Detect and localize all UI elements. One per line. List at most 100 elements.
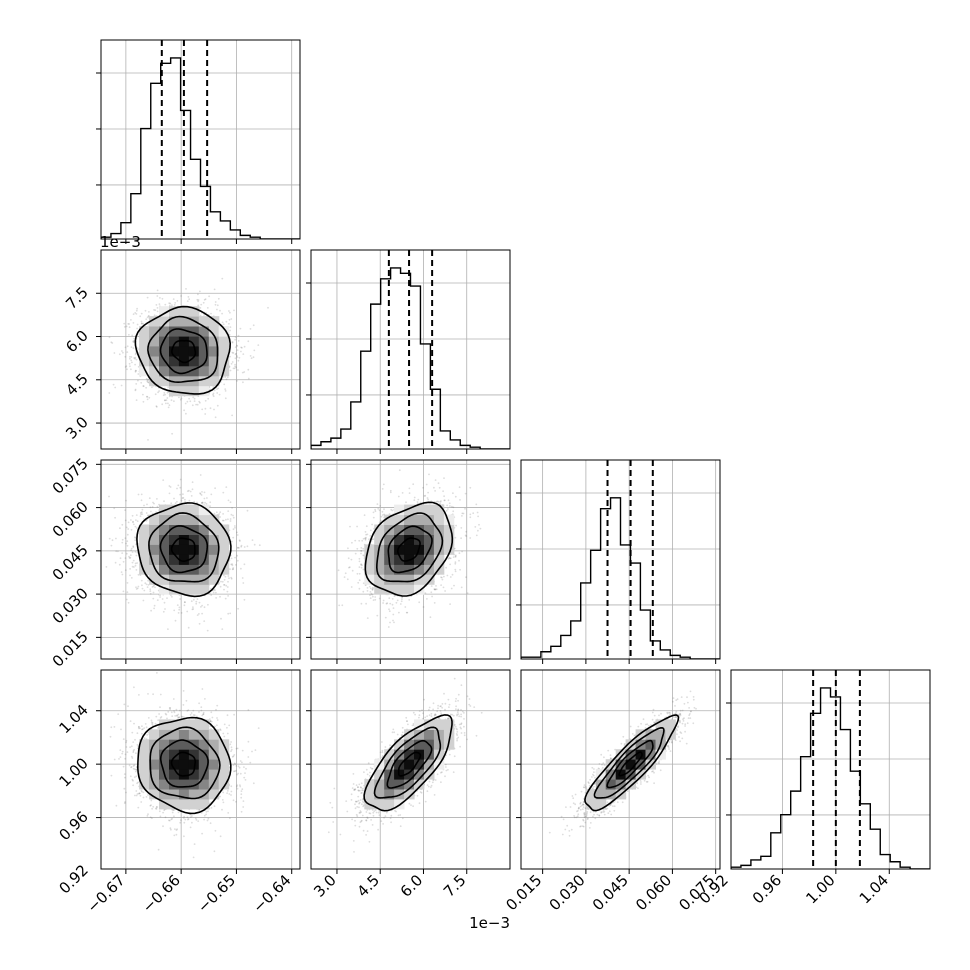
density-cell bbox=[188, 779, 200, 790]
density-cell bbox=[178, 729, 190, 740]
density-cell bbox=[595, 789, 607, 800]
density-cell bbox=[218, 769, 230, 780]
contour-4 bbox=[134, 305, 232, 395]
density-cell bbox=[625, 779, 636, 790]
density-cell bbox=[159, 759, 170, 770]
density-cell bbox=[414, 524, 425, 535]
contour-4 bbox=[136, 716, 232, 815]
density-cell bbox=[443, 534, 455, 545]
density-cell bbox=[198, 355, 210, 367]
x-tick-label-1-3: −0.65 bbox=[194, 871, 239, 916]
density-cell bbox=[218, 346, 230, 357]
density-cell bbox=[198, 739, 210, 750]
density-cell bbox=[414, 584, 425, 595]
density-cell bbox=[208, 574, 220, 585]
density-cell bbox=[139, 759, 150, 770]
panel-frame-1-3 bbox=[100, 459, 301, 660]
density-cell bbox=[169, 729, 180, 740]
density-cell bbox=[169, 514, 180, 525]
density-cell bbox=[139, 326, 150, 337]
scatter-panel-2-3 bbox=[311, 460, 510, 659]
density-cell bbox=[139, 336, 150, 347]
density-cell bbox=[178, 789, 190, 800]
density-cell bbox=[169, 326, 180, 337]
density-cell bbox=[188, 336, 200, 347]
density-cell bbox=[198, 544, 210, 555]
density-cell bbox=[139, 779, 150, 790]
density-cell bbox=[208, 346, 220, 357]
density-cell bbox=[149, 336, 160, 347]
density-cell bbox=[635, 769, 646, 780]
density-cell bbox=[198, 779, 210, 790]
density-cell bbox=[585, 789, 597, 800]
density-cell bbox=[188, 554, 200, 565]
density-cell bbox=[178, 544, 190, 555]
density-cell bbox=[159, 584, 170, 595]
density-cell bbox=[198, 759, 210, 770]
density-cell bbox=[404, 789, 415, 800]
density-cell bbox=[615, 769, 627, 780]
density-cell bbox=[433, 514, 445, 525]
density-cell bbox=[198, 385, 210, 397]
density-cell bbox=[394, 574, 405, 585]
density-cell bbox=[149, 326, 160, 337]
density-cell bbox=[433, 534, 445, 545]
density-cell bbox=[159, 779, 170, 790]
density-cell bbox=[414, 534, 425, 545]
density-cell bbox=[178, 355, 190, 367]
density-cell bbox=[424, 719, 435, 730]
density-cell bbox=[149, 759, 160, 770]
density-cell bbox=[159, 514, 170, 525]
density-cell bbox=[208, 375, 220, 387]
density-cell bbox=[374, 524, 385, 535]
density-cell bbox=[208, 769, 220, 780]
density-cell bbox=[394, 524, 405, 535]
contour-3 bbox=[149, 726, 221, 800]
density-cell bbox=[208, 554, 220, 565]
density-cell bbox=[404, 564, 415, 575]
density-cell bbox=[198, 504, 210, 516]
density-cell bbox=[625, 749, 636, 760]
density-cell bbox=[645, 729, 656, 740]
x-tick-label-4-2: 0.96 bbox=[749, 871, 785, 907]
density-cell bbox=[169, 544, 180, 555]
density-cell bbox=[169, 789, 180, 800]
x-tick-label-3-3: 0.045 bbox=[589, 871, 632, 914]
density-cell bbox=[208, 524, 220, 535]
density-cell bbox=[404, 739, 415, 750]
density-cell bbox=[198, 365, 210, 377]
x-tick-label-1-4: −0.64 bbox=[249, 871, 294, 916]
density-cell bbox=[188, 574, 200, 585]
density-cell bbox=[404, 779, 415, 790]
density-cell bbox=[404, 759, 415, 770]
density-cell bbox=[605, 789, 617, 800]
density-cell bbox=[394, 739, 405, 750]
density-cell bbox=[169, 574, 180, 585]
density-cell bbox=[424, 769, 435, 780]
density-cell bbox=[374, 799, 385, 810]
density-cell bbox=[424, 729, 435, 740]
density-cell bbox=[139, 769, 150, 780]
density-cell bbox=[394, 749, 405, 760]
density-cell bbox=[414, 719, 425, 730]
density-cell bbox=[169, 524, 180, 535]
density-cell bbox=[364, 564, 375, 575]
density-cell bbox=[198, 524, 210, 535]
density-cell bbox=[159, 375, 170, 387]
density-cell bbox=[178, 524, 190, 535]
density-cell bbox=[159, 789, 170, 800]
panel-frame-1-4 bbox=[100, 669, 301, 870]
density-cell bbox=[424, 749, 435, 760]
contour-4 bbox=[363, 714, 453, 812]
density-cell bbox=[198, 564, 210, 575]
density-cell bbox=[139, 749, 150, 760]
contour-3 bbox=[375, 512, 444, 583]
contour-4 bbox=[584, 714, 680, 812]
y-tick-label-3-4: 0.060 bbox=[49, 498, 92, 541]
panel-frame-4-4 bbox=[730, 669, 931, 870]
density-cell bbox=[208, 729, 220, 740]
density-cell bbox=[414, 514, 425, 525]
density-cell bbox=[169, 375, 180, 387]
density-cell bbox=[374, 779, 385, 790]
density-cell bbox=[424, 534, 435, 545]
